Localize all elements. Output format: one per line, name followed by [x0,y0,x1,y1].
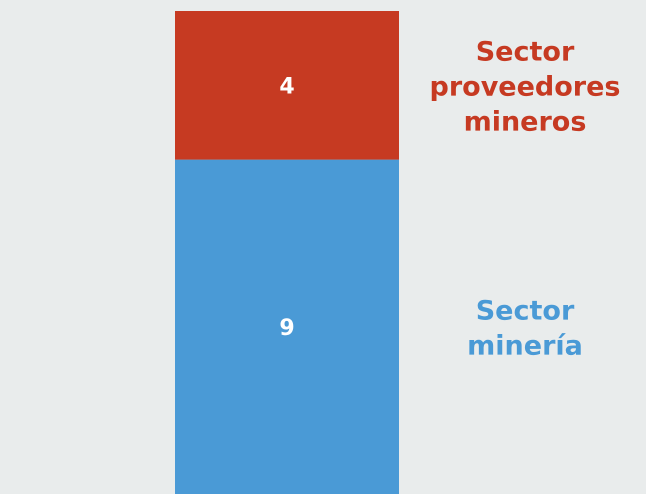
bar-segment-sector-mineria [175,159,399,494]
series-label-sector-proveedores-mineros: Sector proveedores mineros [430,36,621,137]
data-label-sector-proveedores-mineros: 4 [279,74,294,99]
data-label-sector-mineria: 9 [279,316,294,341]
series-label-sector-mineria: Sector minería [467,295,583,361]
bar-segment-sector-proveedores-mineros [175,11,399,160]
